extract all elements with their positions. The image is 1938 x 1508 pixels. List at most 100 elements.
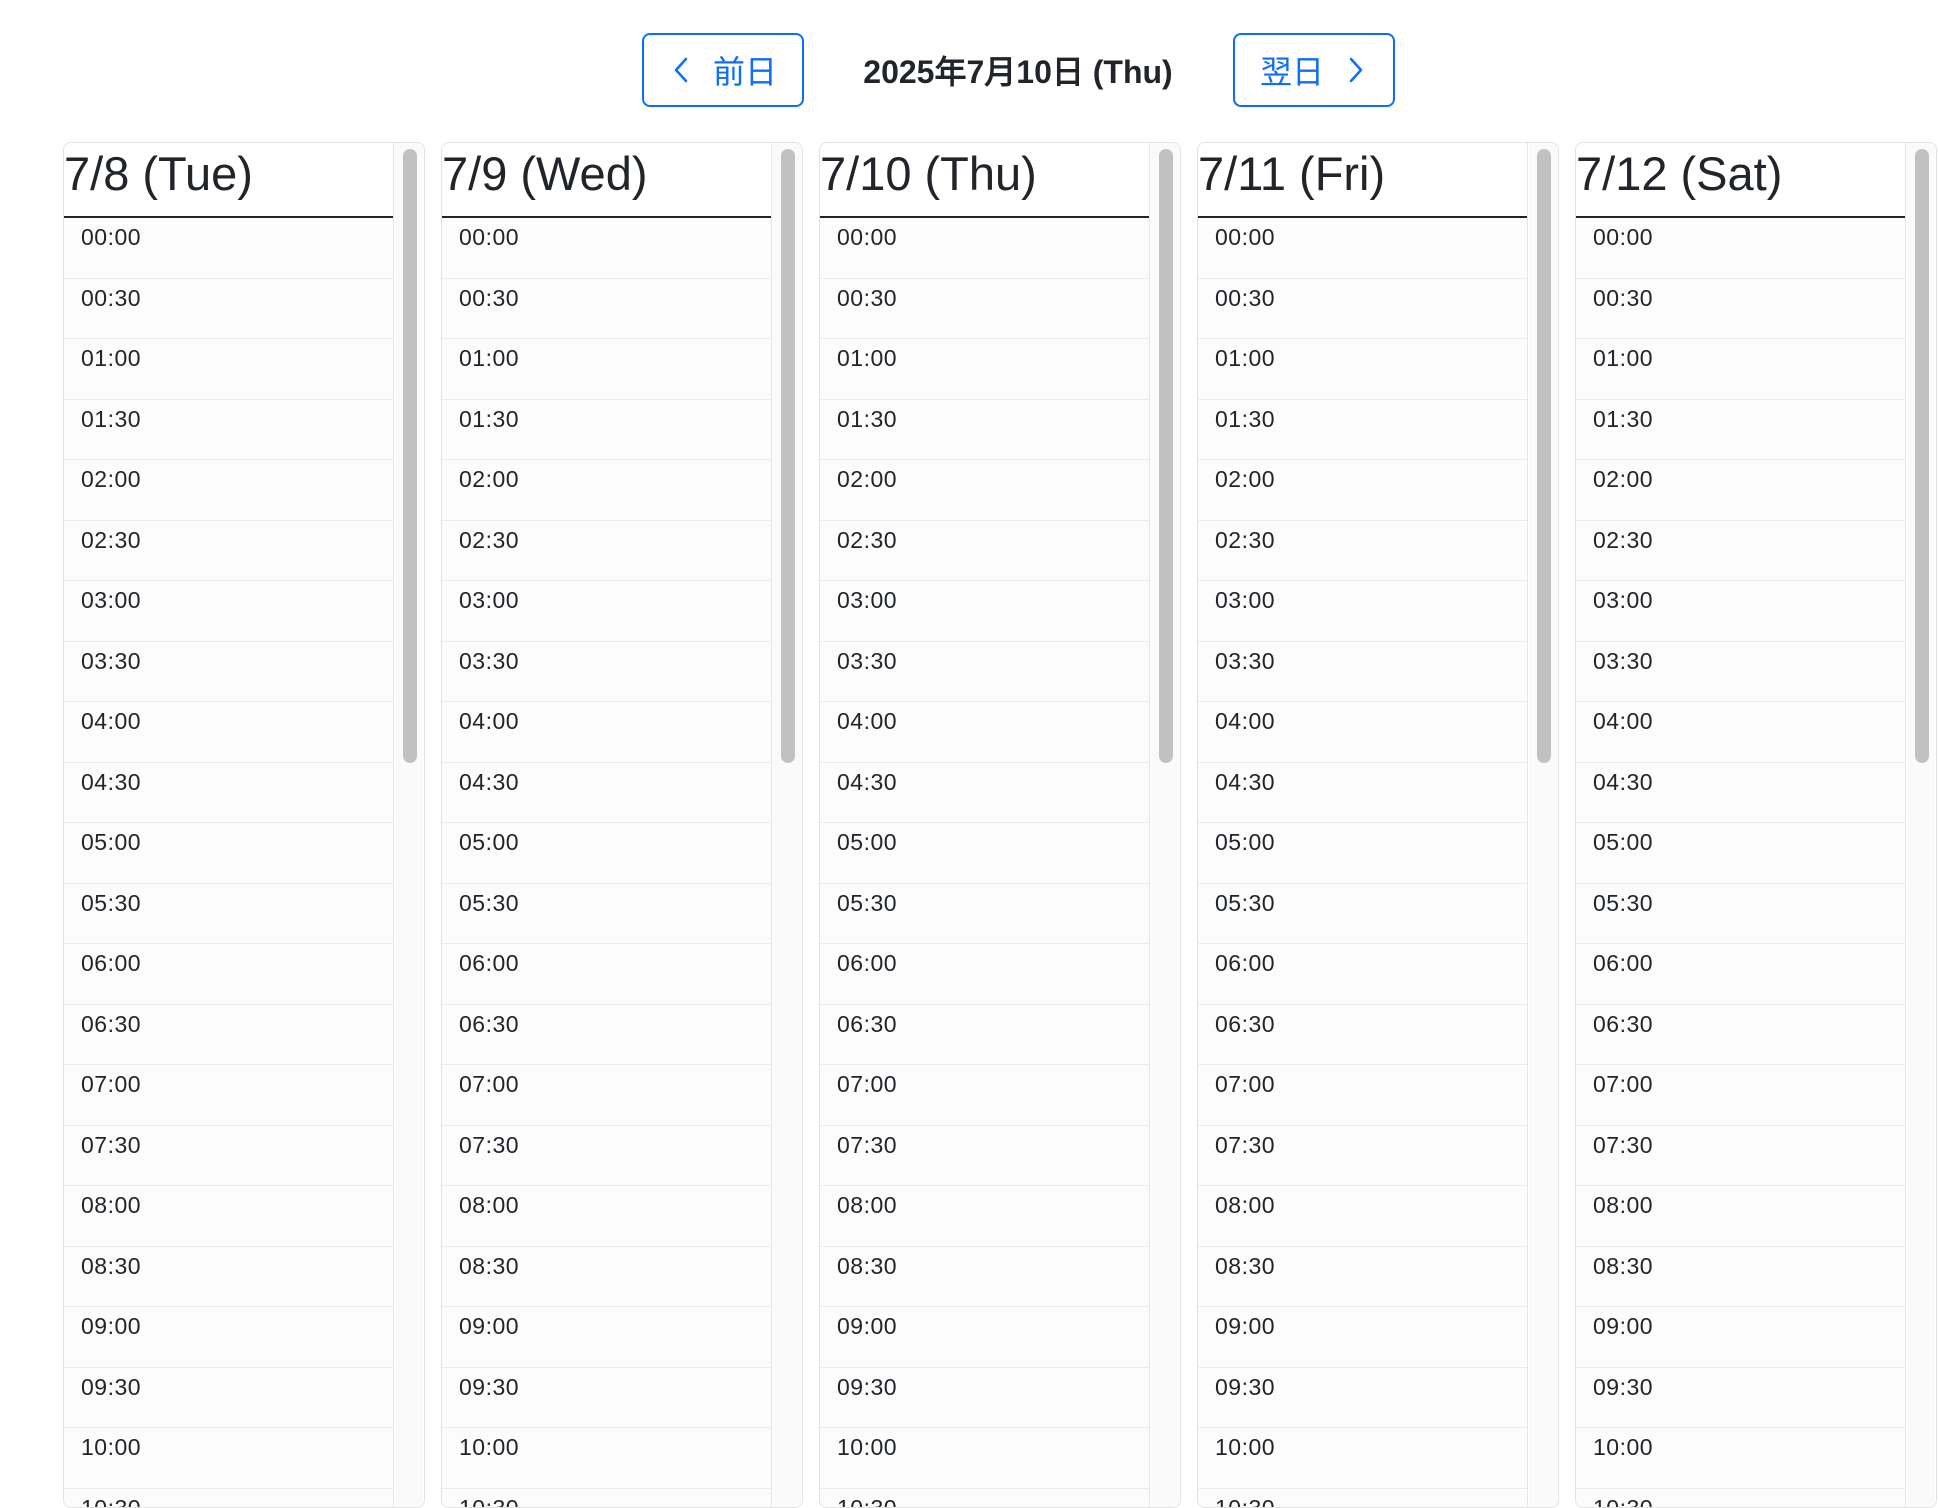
time-slot[interactable]: 10:00	[64, 1428, 393, 1489]
time-slot[interactable]: 03:30	[820, 641, 1149, 702]
time-slot[interactable]: 06:00	[442, 944, 771, 1005]
time-slot[interactable]: 00:30	[1576, 278, 1905, 339]
time-slot[interactable]: 03:30	[442, 641, 771, 702]
time-slot[interactable]: 04:30	[64, 762, 393, 823]
time-slot[interactable]: 00:30	[820, 278, 1149, 339]
time-slot[interactable]: 07:30	[1576, 1125, 1905, 1186]
time-slot[interactable]: 10:30	[442, 1488, 771, 1507]
time-slot[interactable]: 04:00	[64, 702, 393, 763]
time-slot[interactable]: 01:00	[442, 339, 771, 400]
time-slot[interactable]: 04:00	[1198, 702, 1527, 763]
time-slot[interactable]: 04:00	[1576, 702, 1905, 763]
time-slot[interactable]: 03:00	[64, 581, 393, 642]
time-slot[interactable]: 08:00	[1576, 1186, 1905, 1247]
time-slot[interactable]: 04:30	[1576, 762, 1905, 823]
day-schedule-list[interactable]: 7/10 (Thu) 00:00 00:30 01:00 01:30 02:00 02:30…	[820, 143, 1150, 1507]
time-slot[interactable]: 05:30	[1576, 883, 1905, 944]
time-slot[interactable]: 03:30	[64, 641, 393, 702]
time-slot[interactable]: 03:30	[1198, 641, 1527, 702]
time-slot[interactable]: 10:00	[820, 1428, 1149, 1489]
time-slot[interactable]: 10:30	[1198, 1488, 1527, 1507]
time-slot[interactable]: 07:00	[820, 1065, 1149, 1126]
time-slot[interactable]: 00:00	[64, 218, 393, 279]
time-slot[interactable]: 07:30	[64, 1125, 393, 1186]
time-slot[interactable]: 09:30	[1576, 1367, 1905, 1428]
time-slot[interactable]: 06:30	[1198, 1004, 1527, 1065]
time-slot[interactable]: 02:00	[1198, 460, 1527, 521]
day-schedule-list[interactable]: 7/11 (Fri) 00:00 00:30 01:00 01:30 02:00 02:30…	[1198, 143, 1528, 1507]
day-schedule-list[interactable]: 7/12 (Sat) 00:00 00:30 01:00 01:30 02:00 02:30…	[1576, 143, 1906, 1507]
time-slot[interactable]: 00:30	[1198, 278, 1527, 339]
scrollbar-thumb[interactable]	[403, 149, 417, 763]
time-slot[interactable]: 02:30	[820, 520, 1149, 581]
time-slot[interactable]: 02:30	[1576, 520, 1905, 581]
time-slot[interactable]: 02:00	[1576, 460, 1905, 521]
time-slot[interactable]: 02:30	[64, 520, 393, 581]
time-slot[interactable]: 01:30	[64, 399, 393, 460]
time-slot[interactable]: 04:30	[1198, 762, 1527, 823]
time-slot[interactable]: 10:30	[820, 1488, 1149, 1507]
time-slot[interactable]: 00:00	[1198, 218, 1527, 279]
time-slot[interactable]: 00:00	[442, 218, 771, 279]
time-slot[interactable]: 05:30	[64, 883, 393, 944]
scrollbar[interactable]	[395, 143, 423, 1507]
time-slot[interactable]: 07:30	[1198, 1125, 1527, 1186]
time-slot[interactable]: 07:30	[820, 1125, 1149, 1186]
time-slot[interactable]: 01:30	[820, 399, 1149, 460]
scrollbar-thumb[interactable]	[781, 149, 795, 763]
time-slot[interactable]: 03:00	[1576, 581, 1905, 642]
time-slot[interactable]: 01:00	[1198, 339, 1527, 400]
time-slot[interactable]: 05:30	[442, 883, 771, 944]
time-slot[interactable]: 00:30	[64, 278, 393, 339]
time-slot[interactable]: 01:30	[1576, 399, 1905, 460]
time-slot[interactable]: 08:30	[820, 1246, 1149, 1307]
time-slot[interactable]: 06:00	[820, 944, 1149, 1005]
scrollbar-thumb[interactable]	[1537, 149, 1551, 763]
time-slot[interactable]: 08:30	[1198, 1246, 1527, 1307]
next-day-button[interactable]: 翌日	[1233, 33, 1395, 107]
time-slot[interactable]: 09:00	[820, 1307, 1149, 1368]
time-slot[interactable]: 03:00	[820, 581, 1149, 642]
scrollbar-thumb[interactable]	[1159, 149, 1173, 763]
time-slot[interactable]: 10:00	[1576, 1428, 1905, 1489]
time-slot[interactable]: 09:00	[442, 1307, 771, 1368]
time-slot[interactable]: 05:30	[820, 883, 1149, 944]
scrollbar[interactable]	[1907, 143, 1935, 1507]
time-slot[interactable]: 04:30	[442, 762, 771, 823]
time-slot[interactable]: 08:00	[442, 1186, 771, 1247]
previous-day-button[interactable]: 前日	[642, 33, 804, 107]
time-slot[interactable]: 01:30	[1198, 399, 1527, 460]
time-slot[interactable]: 01:00	[1576, 339, 1905, 400]
time-slot[interactable]: 02:00	[820, 460, 1149, 521]
day-schedule-list[interactable]: 7/8 (Tue) 00:00 00:30 01:00 01:30 02:00 02:30 0…	[64, 143, 394, 1507]
time-slot[interactable]: 05:00	[820, 823, 1149, 884]
time-slot[interactable]: 08:00	[64, 1186, 393, 1247]
time-slot[interactable]: 10:30	[1576, 1488, 1905, 1507]
time-slot[interactable]: 01:00	[64, 339, 393, 400]
time-slot[interactable]: 06:00	[64, 944, 393, 1005]
time-slot[interactable]: 10:00	[1198, 1428, 1527, 1489]
time-slot[interactable]: 03:00	[1198, 581, 1527, 642]
time-slot[interactable]: 09:00	[64, 1307, 393, 1368]
time-slot[interactable]: 05:00	[1198, 823, 1527, 884]
time-slot[interactable]: 01:00	[820, 339, 1149, 400]
time-slot[interactable]: 06:00	[1576, 944, 1905, 1005]
time-slot[interactable]: 05:30	[1198, 883, 1527, 944]
time-slot[interactable]: 00:30	[442, 278, 771, 339]
time-slot[interactable]: 01:30	[442, 399, 771, 460]
time-slot[interactable]: 05:00	[64, 823, 393, 884]
time-slot[interactable]: 09:30	[1198, 1367, 1527, 1428]
time-slot[interactable]: 02:00	[64, 460, 393, 521]
time-slot[interactable]: 00:00	[820, 218, 1149, 279]
day-schedule-list[interactable]: 7/9 (Wed) 00:00 00:30 01:00 01:30 02:00 02:30 0…	[442, 143, 772, 1507]
time-slot[interactable]: 08:00	[1198, 1186, 1527, 1247]
time-slot[interactable]: 06:30	[820, 1004, 1149, 1065]
scrollbar[interactable]	[773, 143, 801, 1507]
time-slot[interactable]: 07:00	[442, 1065, 771, 1126]
time-slot[interactable]: 08:30	[442, 1246, 771, 1307]
time-slot[interactable]: 09:30	[820, 1367, 1149, 1428]
time-slot[interactable]: 03:30	[1576, 641, 1905, 702]
scrollbar[interactable]	[1529, 143, 1557, 1507]
time-slot[interactable]: 05:00	[1576, 823, 1905, 884]
time-slot[interactable]: 09:30	[442, 1367, 771, 1428]
